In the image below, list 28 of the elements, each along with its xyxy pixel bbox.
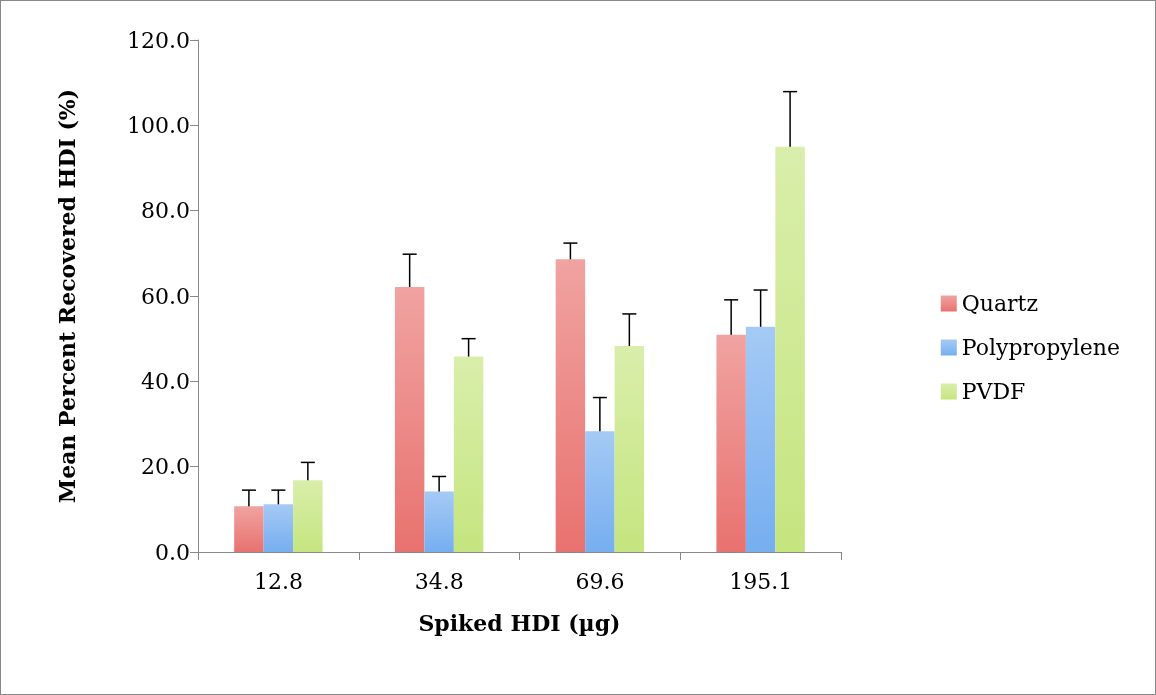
x-tick-label: 195.1 <box>729 568 793 594</box>
legend-label: Quartz <box>961 291 1039 316</box>
y-tick-label: 40.0 <box>141 368 190 394</box>
bar <box>263 504 294 552</box>
x-tick-label: 34.8 <box>414 568 464 594</box>
y-tick-label: 20.0 <box>141 454 190 480</box>
y-axis-title: Mean Percent Recovered HDI (%) <box>54 88 80 504</box>
x-axis-title: Spiked HDI (µg) <box>418 610 621 636</box>
bar <box>424 491 454 552</box>
bar <box>716 334 746 552</box>
legend-label: Polypropylene <box>961 335 1121 360</box>
bar <box>293 480 323 552</box>
bar <box>775 146 805 552</box>
y-tick-label: 0.0 <box>155 539 190 565</box>
bar <box>585 431 615 552</box>
y-tick-label: 120.0 <box>127 27 190 53</box>
bar <box>555 259 586 552</box>
legend-label: PVDF <box>961 379 1026 404</box>
x-tick-label: 69.6 <box>575 568 625 594</box>
bar <box>453 356 484 552</box>
bar <box>394 287 425 552</box>
x-tick-label: 12.8 <box>253 568 303 594</box>
y-tick-label: 60.0 <box>141 283 190 309</box>
bar <box>745 326 776 552</box>
y-tick-label: 80.0 <box>141 198 190 224</box>
bar <box>234 506 264 552</box>
bar <box>614 345 645 552</box>
y-tick-label: 100.0 <box>127 112 190 138</box>
